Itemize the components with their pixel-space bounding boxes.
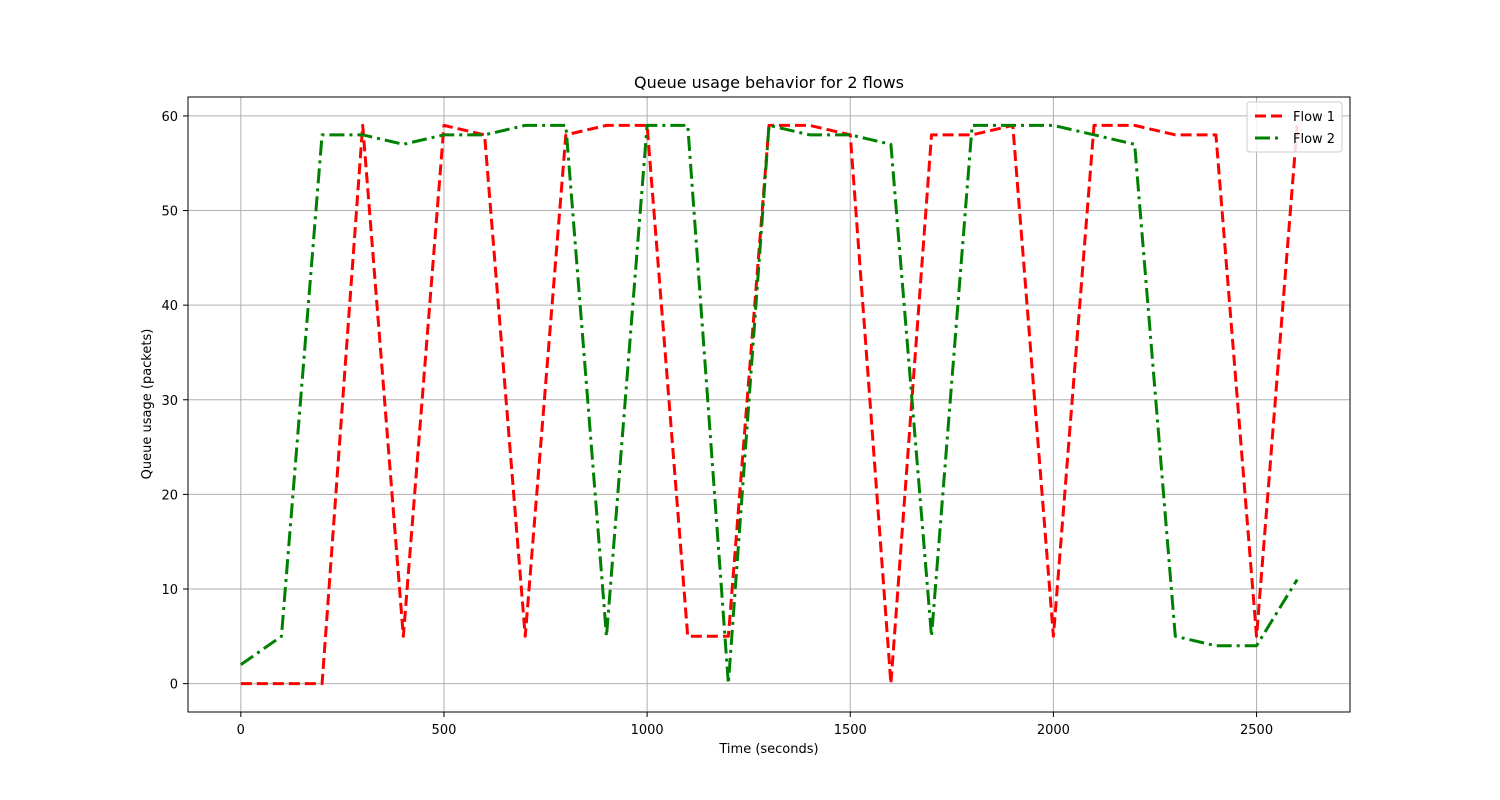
series-line-flow-1	[240, 123, 1299, 686]
legend-label-flow-2: Flow 2	[1293, 132, 1335, 147]
y-tick-label: 30	[161, 394, 178, 409]
y-tick-label: 20	[161, 488, 178, 503]
y-tick-label: 10	[161, 583, 178, 598]
chart-title: Queue usage behavior for 2 flows	[634, 73, 904, 92]
x-tick-label: 2500	[1240, 723, 1273, 738]
y-tick-label: 40	[161, 299, 178, 314]
legend: Flow 1 Flow 2	[1246, 101, 1343, 153]
y-tick-label: 50	[161, 205, 178, 220]
x-axis-label: Time (seconds)	[718, 742, 818, 757]
series-line-flow-2	[239, 123, 1299, 686]
series-lines	[239, 123, 1299, 686]
y-axis-label: Queue usage (packets)	[140, 329, 155, 480]
x-tick-label: 1500	[834, 723, 867, 738]
y-tick-label: 60	[161, 110, 178, 125]
x-tick-label: 500	[432, 723, 457, 738]
axis-ticks: 0 500 1000 1500 2000 2500 0 10 20 30 40 50 60	[161, 110, 1273, 738]
legend-label-flow-1: Flow 1	[1293, 110, 1335, 125]
legend-box	[1246, 101, 1343, 153]
x-tick-label: 2000	[1037, 723, 1070, 738]
x-tick-label: 0	[237, 723, 245, 738]
y-tick-label: 0	[170, 678, 178, 693]
plot-area-frame	[187, 96, 1351, 713]
x-tick-label: 1000	[631, 723, 664, 738]
